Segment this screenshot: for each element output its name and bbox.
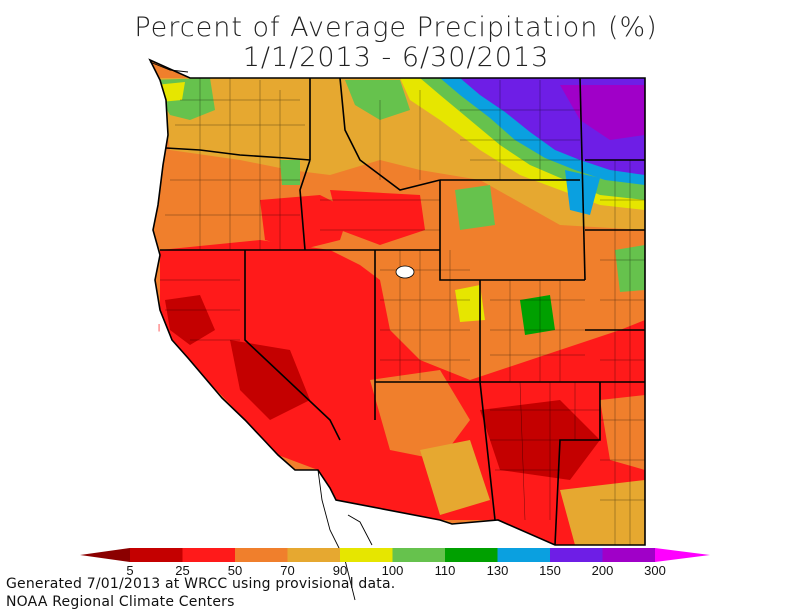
legend-tick-label: 100 [382, 563, 404, 578]
region-wyoming-green [455, 185, 495, 230]
footer-agency: NOAA Regional Climate Centers [6, 594, 235, 610]
legend-tick-label: 110 [435, 563, 456, 578]
legend-swatch [550, 548, 603, 562]
legend-swatch [602, 548, 655, 562]
footer-generated-note: Generated 7/01/2013 at WRCC using provis… [6, 576, 396, 592]
legend-swatch [130, 548, 183, 562]
canada-coast [149, 61, 189, 73]
region-arizona-orange [370, 370, 470, 460]
legend-tick-label: 50 [228, 563, 242, 578]
region-east-orange [600, 395, 645, 470]
legend-tick-label: 70 [280, 563, 294, 578]
map-title-line-2: 1/1/2013 - 6/30/2013 [242, 42, 550, 73]
legend-tick-label: 150 [539, 563, 561, 578]
region-nidaho-green [345, 80, 410, 120]
gulf-coastline [347, 514, 373, 546]
legend-swatch [497, 548, 550, 562]
coast-marker: | [158, 323, 160, 332]
legend-swatch [287, 548, 340, 562]
region-california-darkred [165, 295, 215, 345]
region-arizona-south [420, 440, 490, 515]
baja-coastline [317, 469, 356, 601]
legend-tick-label: 200 [592, 563, 614, 578]
map-title-line-1: Percent of Average Precipitation (%) [134, 12, 658, 43]
legend-swatch [445, 548, 498, 562]
region-oregon-green [280, 160, 300, 185]
legend-tick-label: 90 [333, 563, 347, 578]
legend-tick-label: 300 [644, 563, 666, 578]
legend-swatch [340, 548, 393, 562]
legend-swatch [235, 548, 288, 562]
region-utah-yellow [455, 285, 485, 322]
legend-arrow-high [655, 548, 710, 562]
state-borders [148, 58, 646, 546]
legend-tick-label: 25 [175, 563, 189, 578]
great-salt-lake [395, 265, 415, 279]
region-california-south-darkred [230, 340, 310, 420]
region-texas-orange [560, 480, 645, 545]
legend-swatch [182, 548, 235, 562]
region-idaho-red [330, 190, 425, 245]
legend-tick-label: 130 [487, 563, 509, 578]
legend-arrow-low [80, 548, 130, 562]
county-lines [160, 78, 645, 545]
legend-swatch [392, 548, 445, 562]
legend-tick-label: 5 [126, 563, 133, 578]
region-nevada-north-red [260, 195, 350, 250]
region-colorado-green [520, 295, 555, 335]
